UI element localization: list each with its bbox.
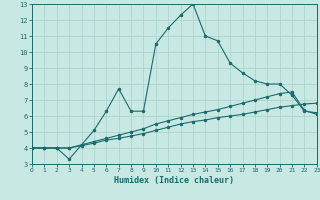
X-axis label: Humidex (Indice chaleur): Humidex (Indice chaleur) <box>115 176 234 185</box>
